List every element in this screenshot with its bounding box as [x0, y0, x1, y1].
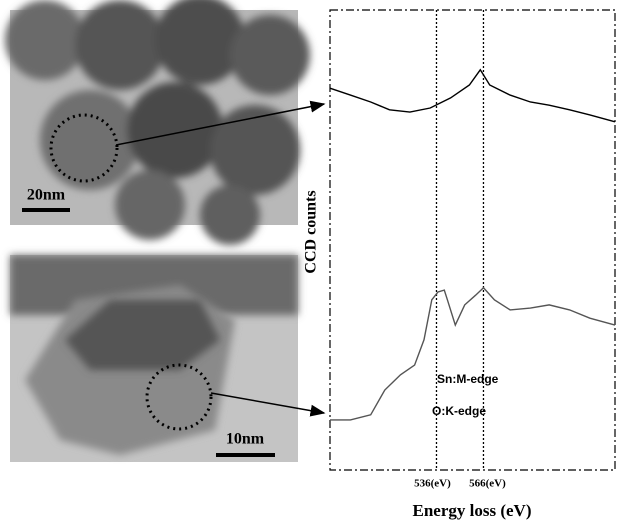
- page: 20nm 10nm CCD counts Energy loss (eV) 53…: [0, 0, 618, 522]
- tem-image-bottom: 10nm: [10, 255, 298, 462]
- spectrum-line: [330, 70, 615, 122]
- scale-bar-label: 10nm: [226, 431, 265, 448]
- x-axis-label: Energy loss (eV): [413, 501, 532, 520]
- x-tick-label: 566(eV): [469, 478, 506, 490]
- tem-image-top: 20nm: [5, 0, 310, 245]
- annotation: O:K-edge: [432, 404, 486, 418]
- plot-frame: [330, 10, 615, 470]
- spectrum-line: [330, 288, 615, 420]
- scale-bar-label: 20nm: [27, 187, 66, 204]
- annotation: Sn:M-edge: [437, 372, 499, 386]
- figure: 20nm 10nm CCD counts Energy loss (eV) 53…: [0, 0, 618, 522]
- x-tick-label: 536(eV): [414, 478, 451, 490]
- y-axis-label: CCD counts: [303, 190, 320, 273]
